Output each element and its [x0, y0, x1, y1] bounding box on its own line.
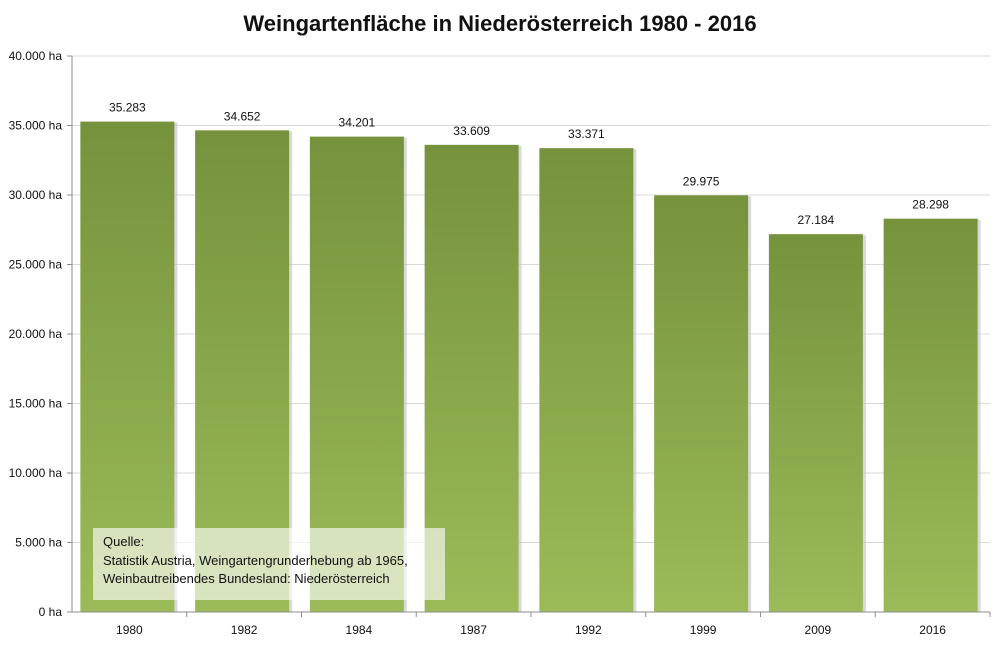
- x-tick-label: 1980: [116, 623, 143, 637]
- x-tick-label: 1987: [460, 623, 487, 637]
- source-note: Quelle: Statistik Austria, Weingartengru…: [93, 528, 445, 600]
- y-tick-label: 15.000 ha: [9, 397, 63, 411]
- data-label: 33.609: [453, 124, 490, 138]
- bar: [539, 148, 634, 612]
- source-note-line3: Weinbautreibendes Bundesland: Niederöste…: [103, 571, 390, 586]
- x-tick-label: 1999: [690, 623, 717, 637]
- data-label: 34.652: [224, 109, 261, 123]
- y-axis-ticks: 0 ha 5.000 ha 10.000 ha 15.000 ha 20.000 ha 2…: [9, 49, 72, 619]
- x-tick-label: 1984: [346, 623, 373, 637]
- source-note-line1: Quelle:: [103, 534, 144, 549]
- data-label: 29.975: [683, 174, 720, 188]
- source-note-box: [93, 528, 445, 600]
- bar: [883, 218, 978, 612]
- x-tick-label: 2016: [919, 623, 946, 637]
- x-axis-ticks: 1980 1982 1984 1987 1992 1999 2009 2016: [116, 612, 991, 637]
- data-label: 35.283: [109, 101, 146, 115]
- y-tick-label: 20.000 ha: [9, 327, 63, 341]
- bar: [654, 195, 749, 612]
- bar: [768, 234, 863, 612]
- x-tick-label: 1992: [575, 623, 602, 637]
- x-tick-label: 1982: [231, 623, 258, 637]
- y-tick-label: 40.000 ha: [9, 49, 63, 63]
- y-tick-label: 35.000 ha: [9, 119, 63, 133]
- chart-title: Weingartenfläche in Niederösterreich 198…: [243, 11, 756, 36]
- y-tick-label: 5.000 ha: [15, 536, 62, 550]
- data-label: 33.371: [568, 127, 605, 141]
- data-labels: 35.283 34.652 34.201 33.609 33.371 29.975 27.1…: [109, 101, 949, 228]
- y-tick-label: 0 ha: [39, 605, 63, 619]
- data-label: 28.298: [912, 198, 949, 212]
- y-tick-label: 25.000 ha: [9, 258, 63, 272]
- data-label: 34.201: [339, 116, 376, 130]
- x-tick-label: 2009: [805, 623, 832, 637]
- data-label: 27.184: [798, 213, 835, 227]
- y-tick-label: 10.000 ha: [9, 466, 63, 480]
- source-note-line2: Statistik Austria, Weingartengrunderhebu…: [103, 553, 408, 568]
- y-tick-label: 30.000 ha: [9, 188, 63, 202]
